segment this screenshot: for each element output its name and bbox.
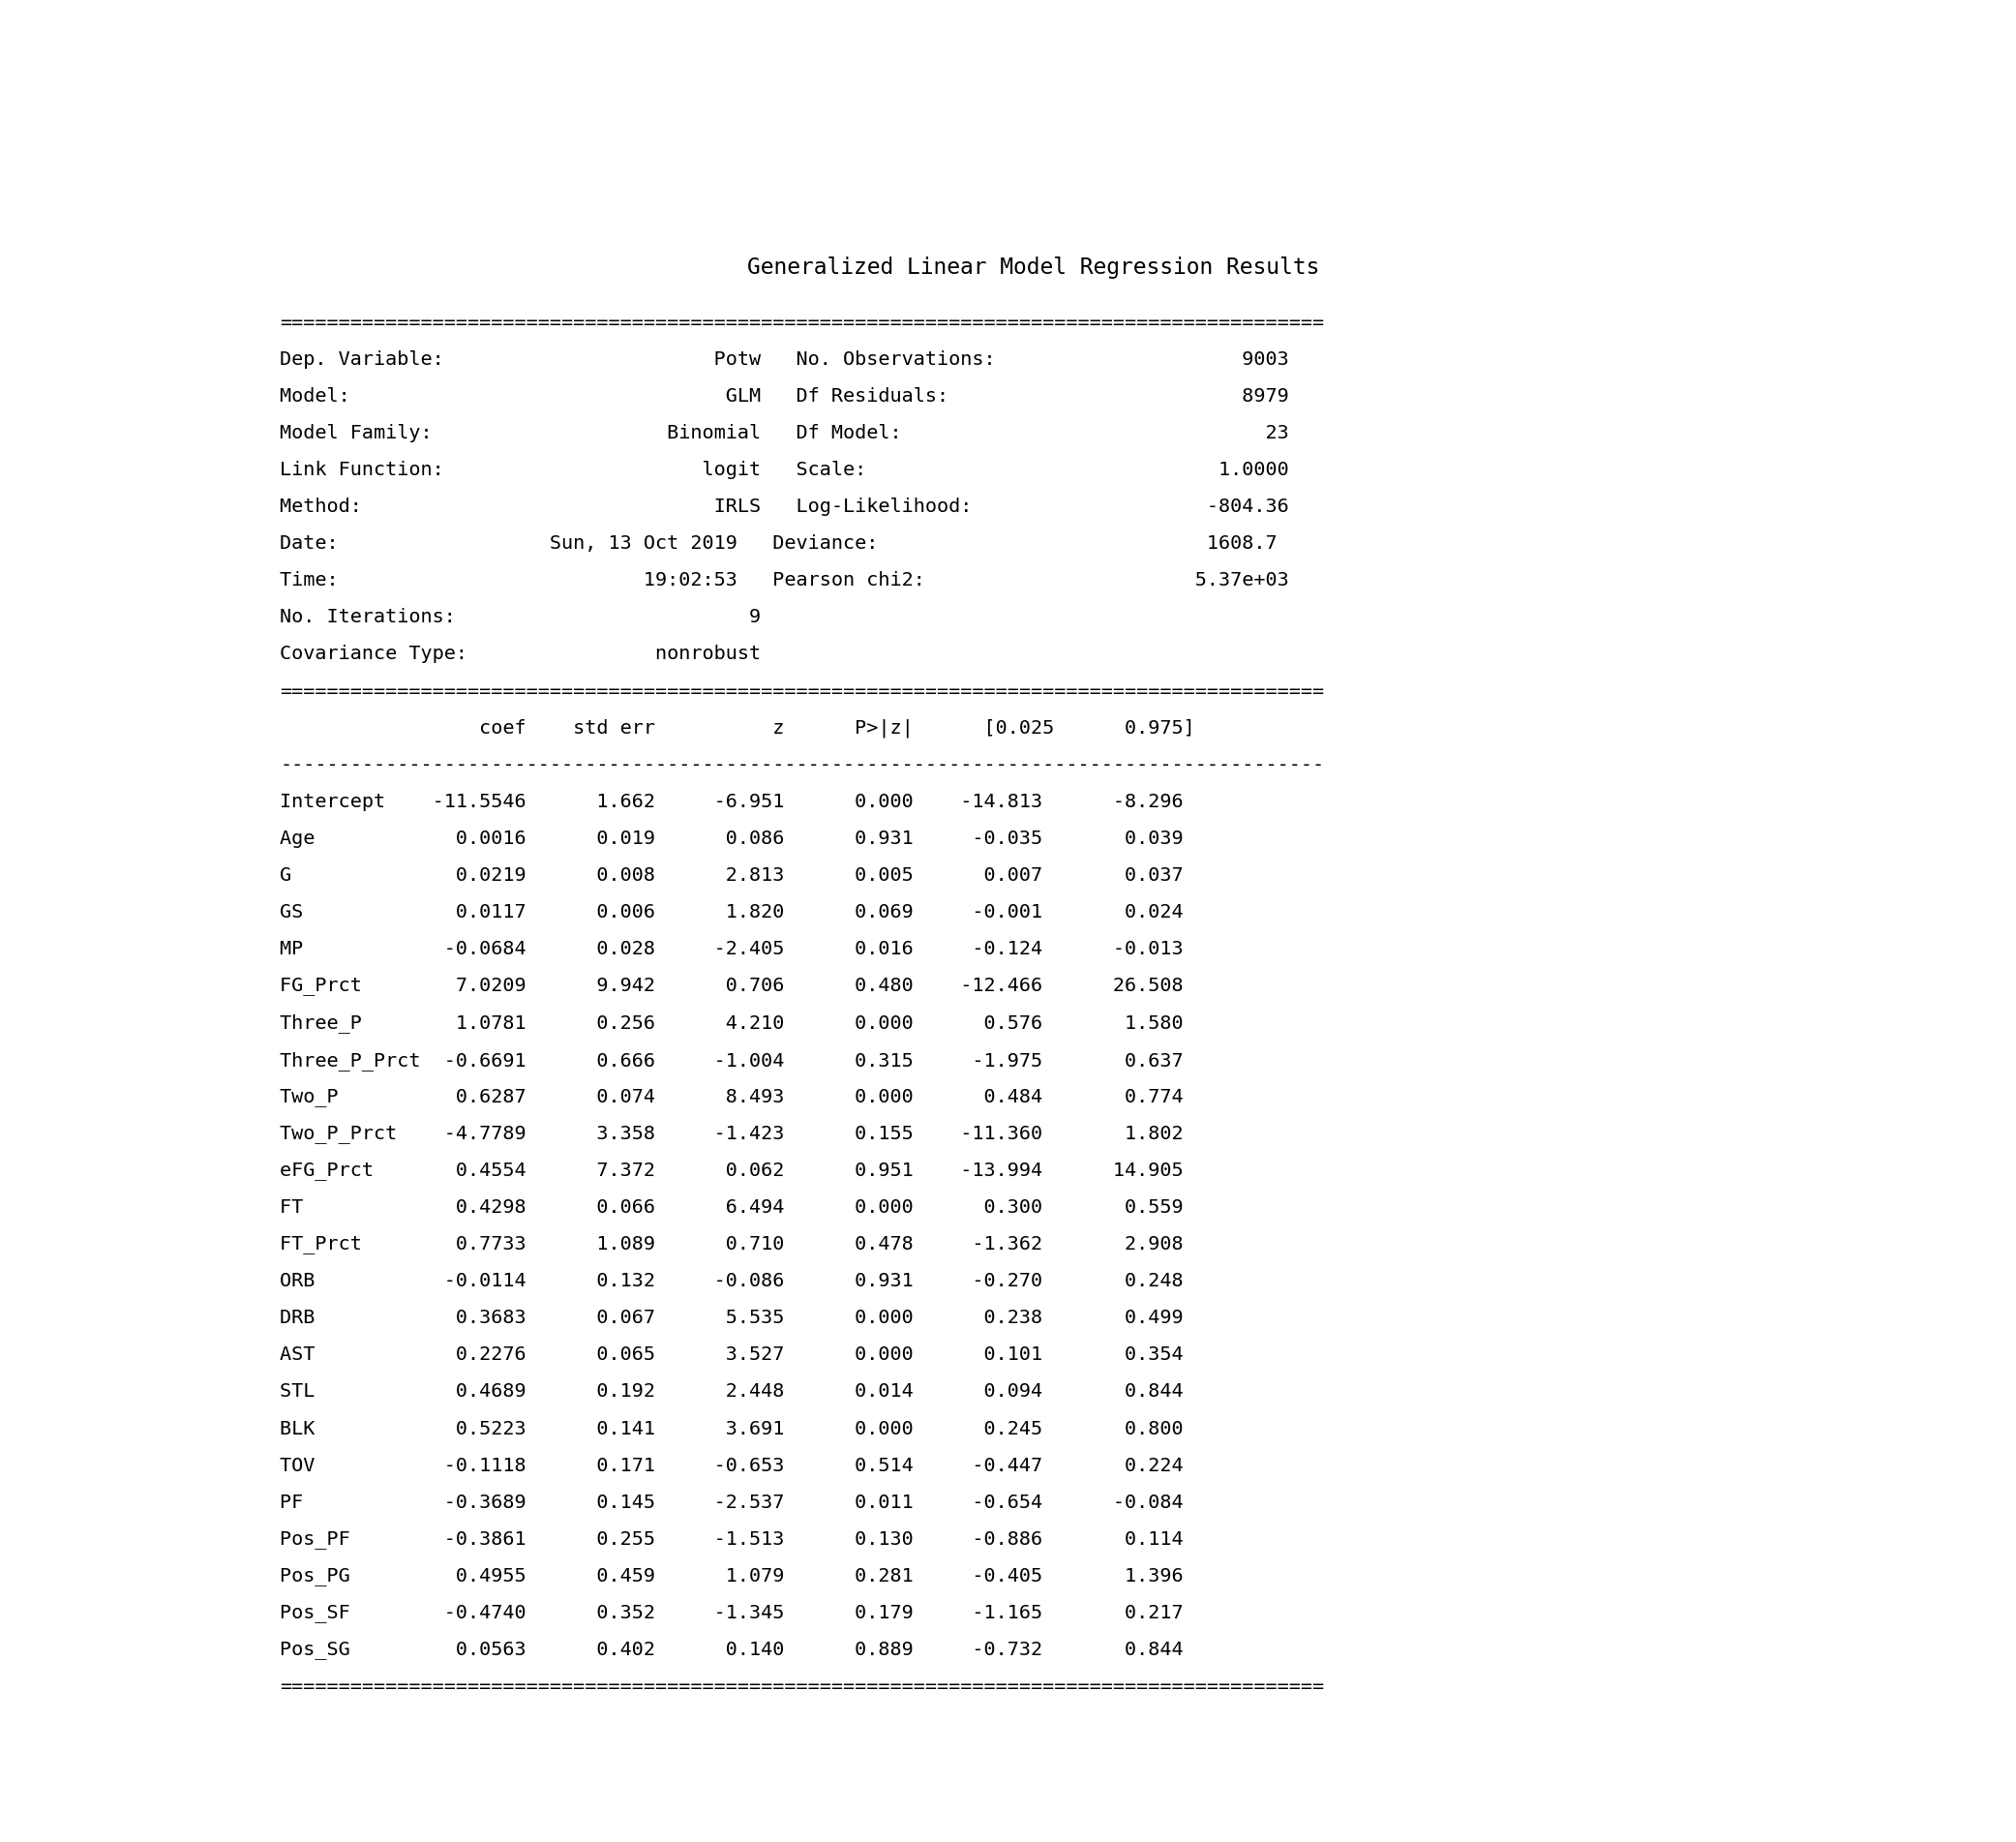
Text: BLK            0.5223      0.141      3.691      0.000      0.245       0.800: BLK 0.5223 0.141 3.691 0.000 0.245 0.800 — [280, 1420, 1183, 1439]
Text: G              0.0219      0.008      2.813      0.005      0.007       0.037: G 0.0219 0.008 2.813 0.005 0.007 0.037 — [280, 866, 1183, 884]
Text: Pos_SF        -0.4740      0.352     -1.345      0.179     -1.165       0.217: Pos_SF -0.4740 0.352 -1.345 0.179 -1.165… — [280, 1604, 1183, 1623]
Text: Pos_SG         0.0563      0.402      0.140      0.889     -0.732       0.844: Pos_SG 0.0563 0.402 0.140 0.889 -0.732 0… — [280, 1641, 1183, 1660]
Text: FT_Prct        0.7733      1.089      0.710      0.478     -1.362       2.908: FT_Prct 0.7733 1.089 0.710 0.478 -1.362 … — [280, 1236, 1183, 1254]
Text: Pos_PG         0.4955      0.459      1.079      0.281     -0.405       1.396: Pos_PG 0.4955 0.459 1.079 0.281 -0.405 1… — [280, 1568, 1183, 1586]
Text: Time:                          19:02:53   Pearson chi2:                       5.: Time: 19:02:53 Pearson chi2: 5. — [280, 571, 1290, 589]
Text: FT             0.4298      0.066      6.494      0.000      0.300       0.559: FT 0.4298 0.066 6.494 0.000 0.300 0.559 — [280, 1199, 1183, 1218]
Text: TOV           -0.1118      0.171     -0.653      0.514     -0.447       0.224: TOV -0.1118 0.171 -0.653 0.514 -0.447 0.… — [280, 1457, 1183, 1475]
Text: Method:                              IRLS   Log-Likelihood:                    -: Method: IRLS Log-Likelihood: - — [280, 497, 1290, 516]
Text: Three_P_Prct  -0.6691      0.666     -1.004      0.315     -1.975       0.637: Three_P_Prct -0.6691 0.666 -1.004 0.315 … — [280, 1050, 1183, 1070]
Text: Age            0.0016      0.019      0.086      0.931     -0.035       0.039: Age 0.0016 0.019 0.086 0.931 -0.035 0.03… — [280, 829, 1183, 847]
Text: ================================================================================: ========================================… — [280, 682, 1325, 700]
Text: Two_P_Prct    -4.7789      3.358     -1.423      0.155    -11.360       1.802: Two_P_Prct -4.7789 3.358 -1.423 0.155 -1… — [280, 1124, 1183, 1142]
Text: Two_P          0.6287      0.074      8.493      0.000      0.484       0.774: Two_P 0.6287 0.074 8.493 0.000 0.484 0.7… — [280, 1087, 1183, 1105]
Text: Link Function:                      logit   Scale:                              : Link Function: logit Scale: — [280, 460, 1290, 479]
Text: Covariance Type:                nonrobust: Covariance Type: nonrobust — [280, 645, 762, 663]
Text: AST            0.2276      0.065      3.527      0.000      0.101       0.354: AST 0.2276 0.065 3.527 0.000 0.101 0.354 — [280, 1347, 1183, 1365]
Text: PF            -0.3689      0.145     -2.537      0.011     -0.654      -0.084: PF -0.3689 0.145 -2.537 0.011 -0.654 -0.… — [280, 1494, 1183, 1512]
Text: GS             0.0117      0.006      1.820      0.069     -0.001       0.024: GS 0.0117 0.006 1.820 0.069 -0.001 0.024 — [280, 903, 1183, 921]
Text: Intercept    -11.5546      1.662     -6.951      0.000    -14.813      -8.296: Intercept -11.5546 1.662 -6.951 0.000 -1… — [280, 792, 1183, 810]
Text: ================================================================================: ========================================… — [280, 313, 1325, 332]
Text: Pos_PF        -0.3861      0.255     -1.513      0.130     -0.886       0.114: Pos_PF -0.3861 0.255 -1.513 0.130 -0.886… — [280, 1531, 1183, 1549]
Text: No. Iterations:                         9: No. Iterations: 9 — [280, 608, 762, 626]
Text: Three_P        1.0781      0.256      4.210      0.000      0.576       1.580: Three_P 1.0781 0.256 4.210 0.000 0.576 1… — [280, 1013, 1183, 1033]
Text: FG_Prct        7.0209      9.942      0.706      0.480    -12.466      26.508: FG_Prct 7.0209 9.942 0.706 0.480 -12.466… — [280, 976, 1183, 995]
Text: coef    std err          z      P>|z|      [0.025      0.975]: coef std err z P>|z| [0.025 0.975] — [280, 718, 1195, 739]
Text: eFG_Prct       0.4554      7.372      0.062      0.951    -13.994      14.905: eFG_Prct 0.4554 7.372 0.062 0.951 -13.99… — [280, 1162, 1183, 1179]
Text: ORB           -0.0114      0.132     -0.086      0.931     -0.270       0.248: ORB -0.0114 0.132 -0.086 0.931 -0.270 0.… — [280, 1273, 1183, 1291]
Text: Date:                  Sun, 13 Oct 2019   Deviance:                            1: Date: Sun, 13 Oct 2019 Deviance: 1 — [280, 534, 1278, 553]
Text: Model:                                GLM   Df Residuals:                       : Model: GLM Df Residuals: — [280, 387, 1290, 405]
Text: Generalized Linear Model Regression Results: Generalized Linear Model Regression Resu… — [748, 256, 1318, 278]
Text: --------------------------------------------------------------------------------: ----------------------------------------… — [280, 755, 1325, 774]
Text: Dep. Variable:                       Potw   No. Observations:                   : Dep. Variable: Potw No. Observations: — [280, 350, 1290, 368]
Text: ================================================================================: ========================================… — [280, 1678, 1325, 1696]
Text: Model Family:                    Binomial   Df Model:                           : Model Family: Binomial Df Model: — [280, 424, 1290, 442]
Text: MP            -0.0684      0.028     -2.405      0.016     -0.124      -0.013: MP -0.0684 0.028 -2.405 0.016 -0.124 -0.… — [280, 939, 1183, 958]
Text: STL            0.4689      0.192      2.448      0.014      0.094       0.844: STL 0.4689 0.192 2.448 0.014 0.094 0.844 — [280, 1383, 1183, 1402]
Text: DRB            0.3683      0.067      5.535      0.000      0.238       0.499: DRB 0.3683 0.067 5.535 0.000 0.238 0.499 — [280, 1310, 1183, 1328]
